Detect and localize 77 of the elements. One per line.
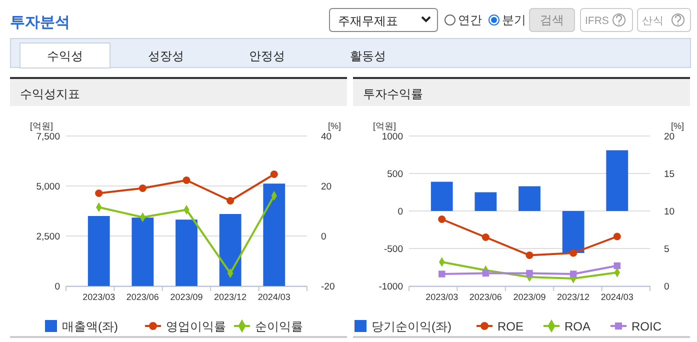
text: 안정성 <box>249 49 285 63</box>
x-tick-label: 2023/12 <box>214 292 247 302</box>
legend-label: 순이익률 <box>255 320 303 334</box>
point <box>438 215 446 224</box>
bar <box>219 214 242 286</box>
bar <box>263 184 286 286</box>
bar <box>606 150 628 211</box>
x-tick-label: 2023/09 <box>170 292 203 302</box>
y-tick-label: -1000 <box>378 282 403 292</box>
point <box>182 176 190 184</box>
y2-tick-label: 20 <box>321 182 332 192</box>
bar <box>518 186 540 211</box>
bar <box>176 220 198 286</box>
legend-label: 매출액(좌) <box>62 320 118 334</box>
x-tick-label: 2023/12 <box>557 292 590 302</box>
point <box>570 249 578 257</box>
y2-tick-label: 5 <box>664 244 670 255</box>
chart-title: 투자수익률 <box>363 87 423 101</box>
y-axis-title: [억원] <box>30 121 54 131</box>
y-tick-label: 2,500 <box>36 232 60 242</box>
x-tick-label: 2023/03 <box>82 292 116 302</box>
bar <box>430 182 453 211</box>
point <box>613 232 621 240</box>
point <box>526 270 533 277</box>
y-tick-label: 0 <box>54 282 60 292</box>
point <box>570 270 577 278</box>
text: IFRS <box>585 15 609 27</box>
text: 검색 <box>540 13 564 27</box>
y-tick-label: 5,000 <box>36 182 60 192</box>
legend-label: 영업이익률 <box>166 320 226 334</box>
text: 연간 <box>458 13 482 27</box>
point <box>482 233 490 242</box>
x-tick-label: 2023/03 <box>426 292 458 302</box>
x-tick-label: 2023/06 <box>126 292 159 302</box>
y-tick-label: 0 <box>398 206 403 218</box>
text: 수익성 <box>47 49 83 63</box>
y-axis-title: [억원] <box>373 121 396 131</box>
point <box>482 270 490 277</box>
y2-tick-label: 40 <box>321 132 332 142</box>
y-tick-label: 1000 <box>382 132 403 142</box>
y2-tick-label: 20 <box>664 132 675 142</box>
legend-label: ROIC <box>632 320 662 334</box>
point <box>226 196 234 205</box>
x-tick-label: 2023/06 <box>469 292 502 302</box>
x-tick-label: 2023/09 <box>513 292 546 302</box>
x-tick-label: 2024/03 <box>258 292 290 302</box>
bar <box>88 216 110 286</box>
y-tick-label: 500 <box>387 169 403 180</box>
y2-tick-label: 10 <box>664 206 675 218</box>
bar <box>474 192 497 211</box>
y2-tick-label: -20 <box>321 282 335 292</box>
text: 활동성 <box>350 49 386 63</box>
legend-label: ROE <box>498 320 524 334</box>
point <box>270 170 278 178</box>
y2-axis-title: [%] <box>670 121 684 131</box>
y-tick-label: -500 <box>384 244 403 255</box>
point <box>526 251 534 260</box>
point <box>95 189 103 198</box>
bar <box>562 211 584 253</box>
bar <box>132 218 154 286</box>
point <box>438 270 446 278</box>
y-tick-label: 7,500 <box>36 132 60 142</box>
point <box>614 262 620 270</box>
text: 분기 <box>502 13 526 27</box>
x-tick-label: 2024/03 <box>600 292 634 302</box>
text: 성장성 <box>148 49 184 63</box>
text: 산식 <box>642 15 664 27</box>
chart-title: 수익성지표 <box>20 87 80 101</box>
text: 투자분석 <box>10 14 70 31</box>
text: 주재무제표 <box>338 14 398 28</box>
y2-tick-label: 0 <box>321 232 326 242</box>
y2-axis-title: [%] <box>328 121 341 131</box>
y2-tick-label: 15 <box>664 169 675 180</box>
legend-label: 당기순이익(좌) <box>372 320 452 334</box>
legend-label: ROA <box>564 320 591 334</box>
point <box>138 184 146 192</box>
y2-tick-label: 0 <box>664 282 670 292</box>
